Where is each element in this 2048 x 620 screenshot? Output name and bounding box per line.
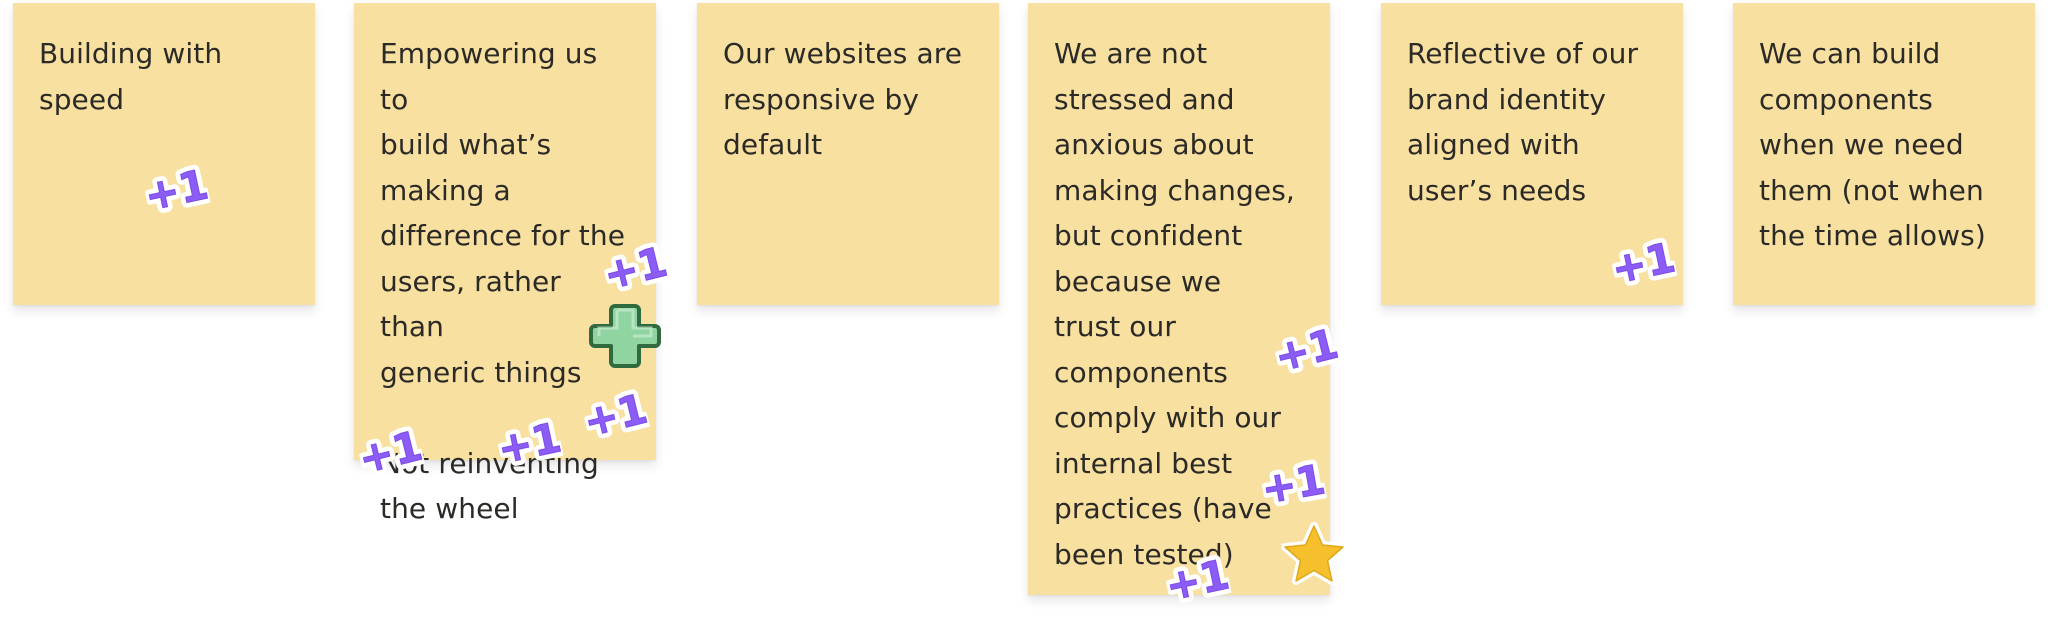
plus-one-sticker-icon[interactable] [1275, 318, 1337, 380]
sticky-note[interactable]: We can build components when we need the… [1733, 3, 2035, 305]
plus-one-sticker-icon[interactable] [1166, 548, 1228, 610]
plus-one-sticker-icon[interactable] [359, 420, 421, 482]
green-plus-sticker-icon[interactable] [589, 300, 661, 372]
plus-one-sticker-icon[interactable] [1262, 452, 1324, 514]
sticky-note-text: Building with speed [39, 37, 223, 116]
sticky-note-text: Reflective of our brand identity aligned… [1407, 37, 1639, 207]
plus-one-sticker-icon[interactable] [498, 411, 560, 473]
plus-one-sticker-icon[interactable] [1612, 231, 1674, 293]
star-sticker-icon[interactable] [1279, 520, 1349, 590]
plus-one-sticker-icon[interactable] [604, 236, 666, 298]
sticky-note[interactable]: Building with speed [13, 3, 315, 305]
sticky-note[interactable]: We are not stressed and anxious about ma… [1028, 3, 1330, 595]
sticky-note[interactable]: Empowering us to build what’s making a d… [354, 3, 656, 525]
sticky-note-text: We are not stressed and anxious about ma… [1054, 37, 1295, 571]
sticky-note[interactable]: Our websites are responsive by default [697, 3, 999, 305]
sticky-note-text: Our websites are responsive by default [723, 37, 963, 161]
plus-one-sticker-icon[interactable] [584, 383, 646, 445]
sticky-note[interactable]: Reflective of our brand identity aligned… [1381, 3, 1683, 305]
plus-one-sticker-icon[interactable] [145, 158, 207, 220]
sticky-note-text: We can build components when we need the… [1759, 37, 1986, 252]
sticky-note-text: Empowering us to build what’s making a d… [380, 37, 626, 389]
